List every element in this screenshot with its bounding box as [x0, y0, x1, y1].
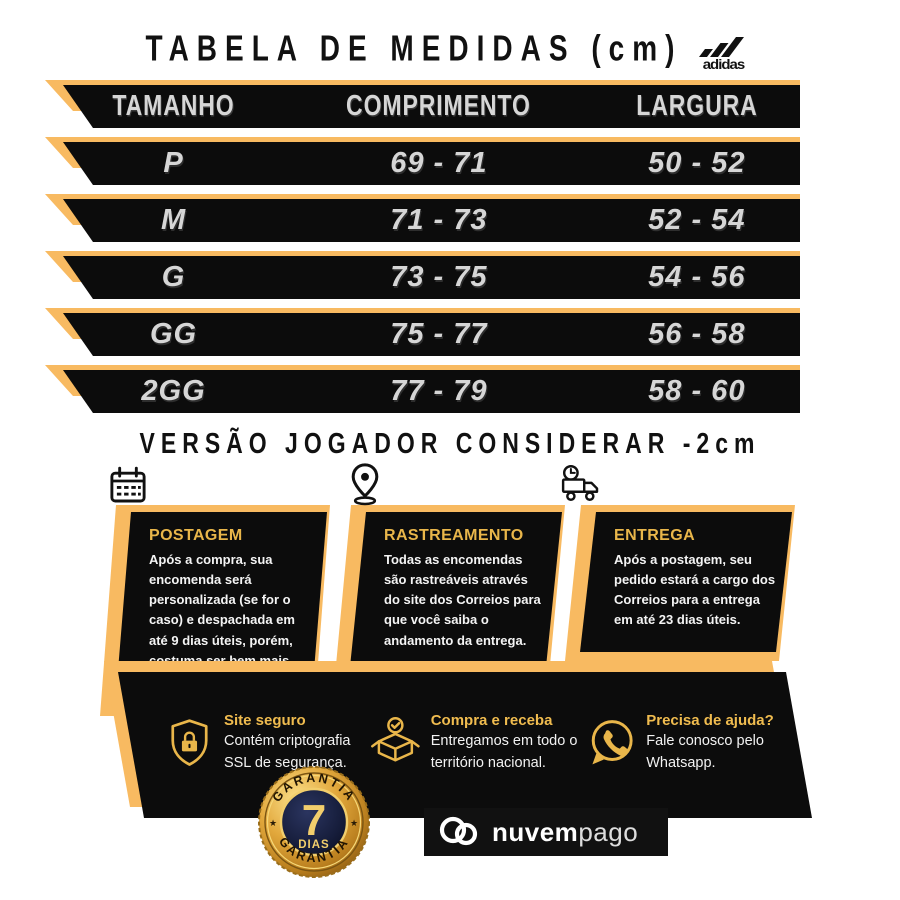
col-header-tamanho: TAMANHO	[112, 89, 235, 123]
trust-text: Entregamos em todo o território nacional…	[430, 733, 578, 771]
guarantee-badge: GARANTIA GARANTIA ★ ★ 7 DIAS	[256, 764, 372, 880]
trust-bar: Site seguro Contém criptografia SSL de s…	[118, 672, 812, 818]
card-title: RASTREAMENTO	[384, 527, 524, 544]
note-row: VERSÃO JOGADOR CONSIDERAR -2cm	[0, 427, 900, 460]
table-row: GG 75 - 77 56 - 58	[45, 308, 800, 356]
row-bar: P 69 - 71 50 - 52	[63, 142, 800, 185]
pay-logo-light: pago	[578, 816, 639, 847]
trust-item-ajuda: Precisa de ajuda? Fale conosco pelo What…	[585, 712, 778, 774]
col-header-largura: LARGURA	[636, 89, 758, 123]
table-row: G 73 - 75 54 - 56	[45, 251, 800, 299]
svg-text:★: ★	[269, 818, 277, 828]
trust-title: Compra e receba	[430, 712, 553, 730]
size-label: 2GG	[141, 375, 206, 407]
table-row: 2GG 77 - 79 58 - 60	[45, 365, 800, 413]
map-pin-icon	[351, 463, 379, 506]
width-value: 50 - 52	[648, 147, 746, 179]
guarantee-seal-icon: GARANTIA GARANTIA ★ ★ 7 DIAS	[258, 766, 370, 878]
trust-text: Fale conosco pelo Whatsapp.	[646, 733, 764, 771]
adidas-wordmark: adidas	[702, 56, 746, 73]
header: TABELA DE MEDIDAS (cm) adidas	[0, 24, 900, 73]
table-row: P 69 - 71 50 - 52	[45, 137, 800, 185]
width-value: 58 - 60	[648, 375, 746, 407]
card-text: Todas as encomendas são rastreáveis atra…	[384, 552, 541, 648]
svg-text:★: ★	[350, 818, 358, 828]
length-value: 69 - 71	[390, 147, 488, 179]
size-label: M	[160, 204, 187, 236]
length-value: 75 - 77	[390, 318, 488, 350]
table-row: M 71 - 73 52 - 54	[45, 194, 800, 242]
nuvempago-logo: nuvempago	[424, 808, 668, 856]
adidas-stripes-icon	[699, 37, 745, 57]
pay-logo-bold: nuvem	[492, 816, 579, 847]
info-card-rastreamento: RASTREAMENTO Todas as encomendas são ras…	[350, 512, 562, 667]
row-bar: 2GG 77 - 79 58 - 60	[63, 370, 800, 413]
nuvempago-cloud-icon	[439, 816, 478, 846]
card-title: POSTAGEM	[149, 527, 243, 544]
delivery-truck-icon	[561, 465, 599, 501]
length-value: 77 - 79	[390, 375, 488, 407]
trust-item-compra-receba: Compra e receba Entregamos em todo o ter…	[369, 711, 585, 775]
trust-title: Precisa de ajuda?	[646, 712, 774, 730]
svg-text:DIAS: DIAS	[298, 839, 329, 851]
trust-title: Site seguro	[223, 712, 306, 730]
lock-shield-icon	[164, 712, 215, 774]
adidas-logo: adidas	[692, 28, 754, 73]
size-label: P	[163, 147, 184, 179]
row-bar: TAMANHO COMPRIMENTO LARGURA	[63, 85, 800, 128]
card-body-panel: ENTREGA Após a postagem, seu pedido esta…	[580, 512, 792, 652]
size-label: G	[161, 261, 186, 293]
length-value: 71 - 73	[390, 204, 488, 236]
card-title: ENTREGA	[614, 527, 696, 544]
row-bar: GG 75 - 77 56 - 58	[63, 313, 800, 356]
card-text: Após a postagem, seu pedido estará a car…	[614, 552, 776, 628]
row-bar: M 71 - 73 52 - 54	[63, 199, 800, 242]
player-version-note: VERSÃO JOGADOR CONSIDERAR -2cm	[139, 426, 761, 460]
page-title: TABELA DE MEDIDAS (cm)	[145, 28, 683, 68]
row-bar: G 73 - 75 54 - 56	[63, 256, 800, 299]
box-check-icon	[369, 711, 422, 775]
info-card-entrega: ENTREGA Após a postagem, seu pedido esta…	[580, 512, 792, 652]
width-value: 54 - 56	[648, 261, 746, 293]
whatsapp-icon	[585, 712, 638, 774]
width-value: 56 - 58	[648, 318, 746, 350]
table-header-row: TAMANHO COMPRIMENTO LARGURA	[45, 80, 800, 128]
length-value: 73 - 75	[390, 261, 488, 293]
col-header-comprimento: COMPRIMENTO	[346, 89, 532, 123]
card-body-panel: RASTREAMENTO Todas as encomendas são ras…	[350, 512, 562, 667]
width-value: 52 - 54	[648, 204, 746, 236]
bar-panel: Site seguro Contém criptografia SSL de s…	[118, 672, 812, 818]
size-label: GG	[149, 318, 198, 350]
svg-text:7: 7	[302, 796, 326, 845]
calendar-icon	[110, 466, 146, 503]
